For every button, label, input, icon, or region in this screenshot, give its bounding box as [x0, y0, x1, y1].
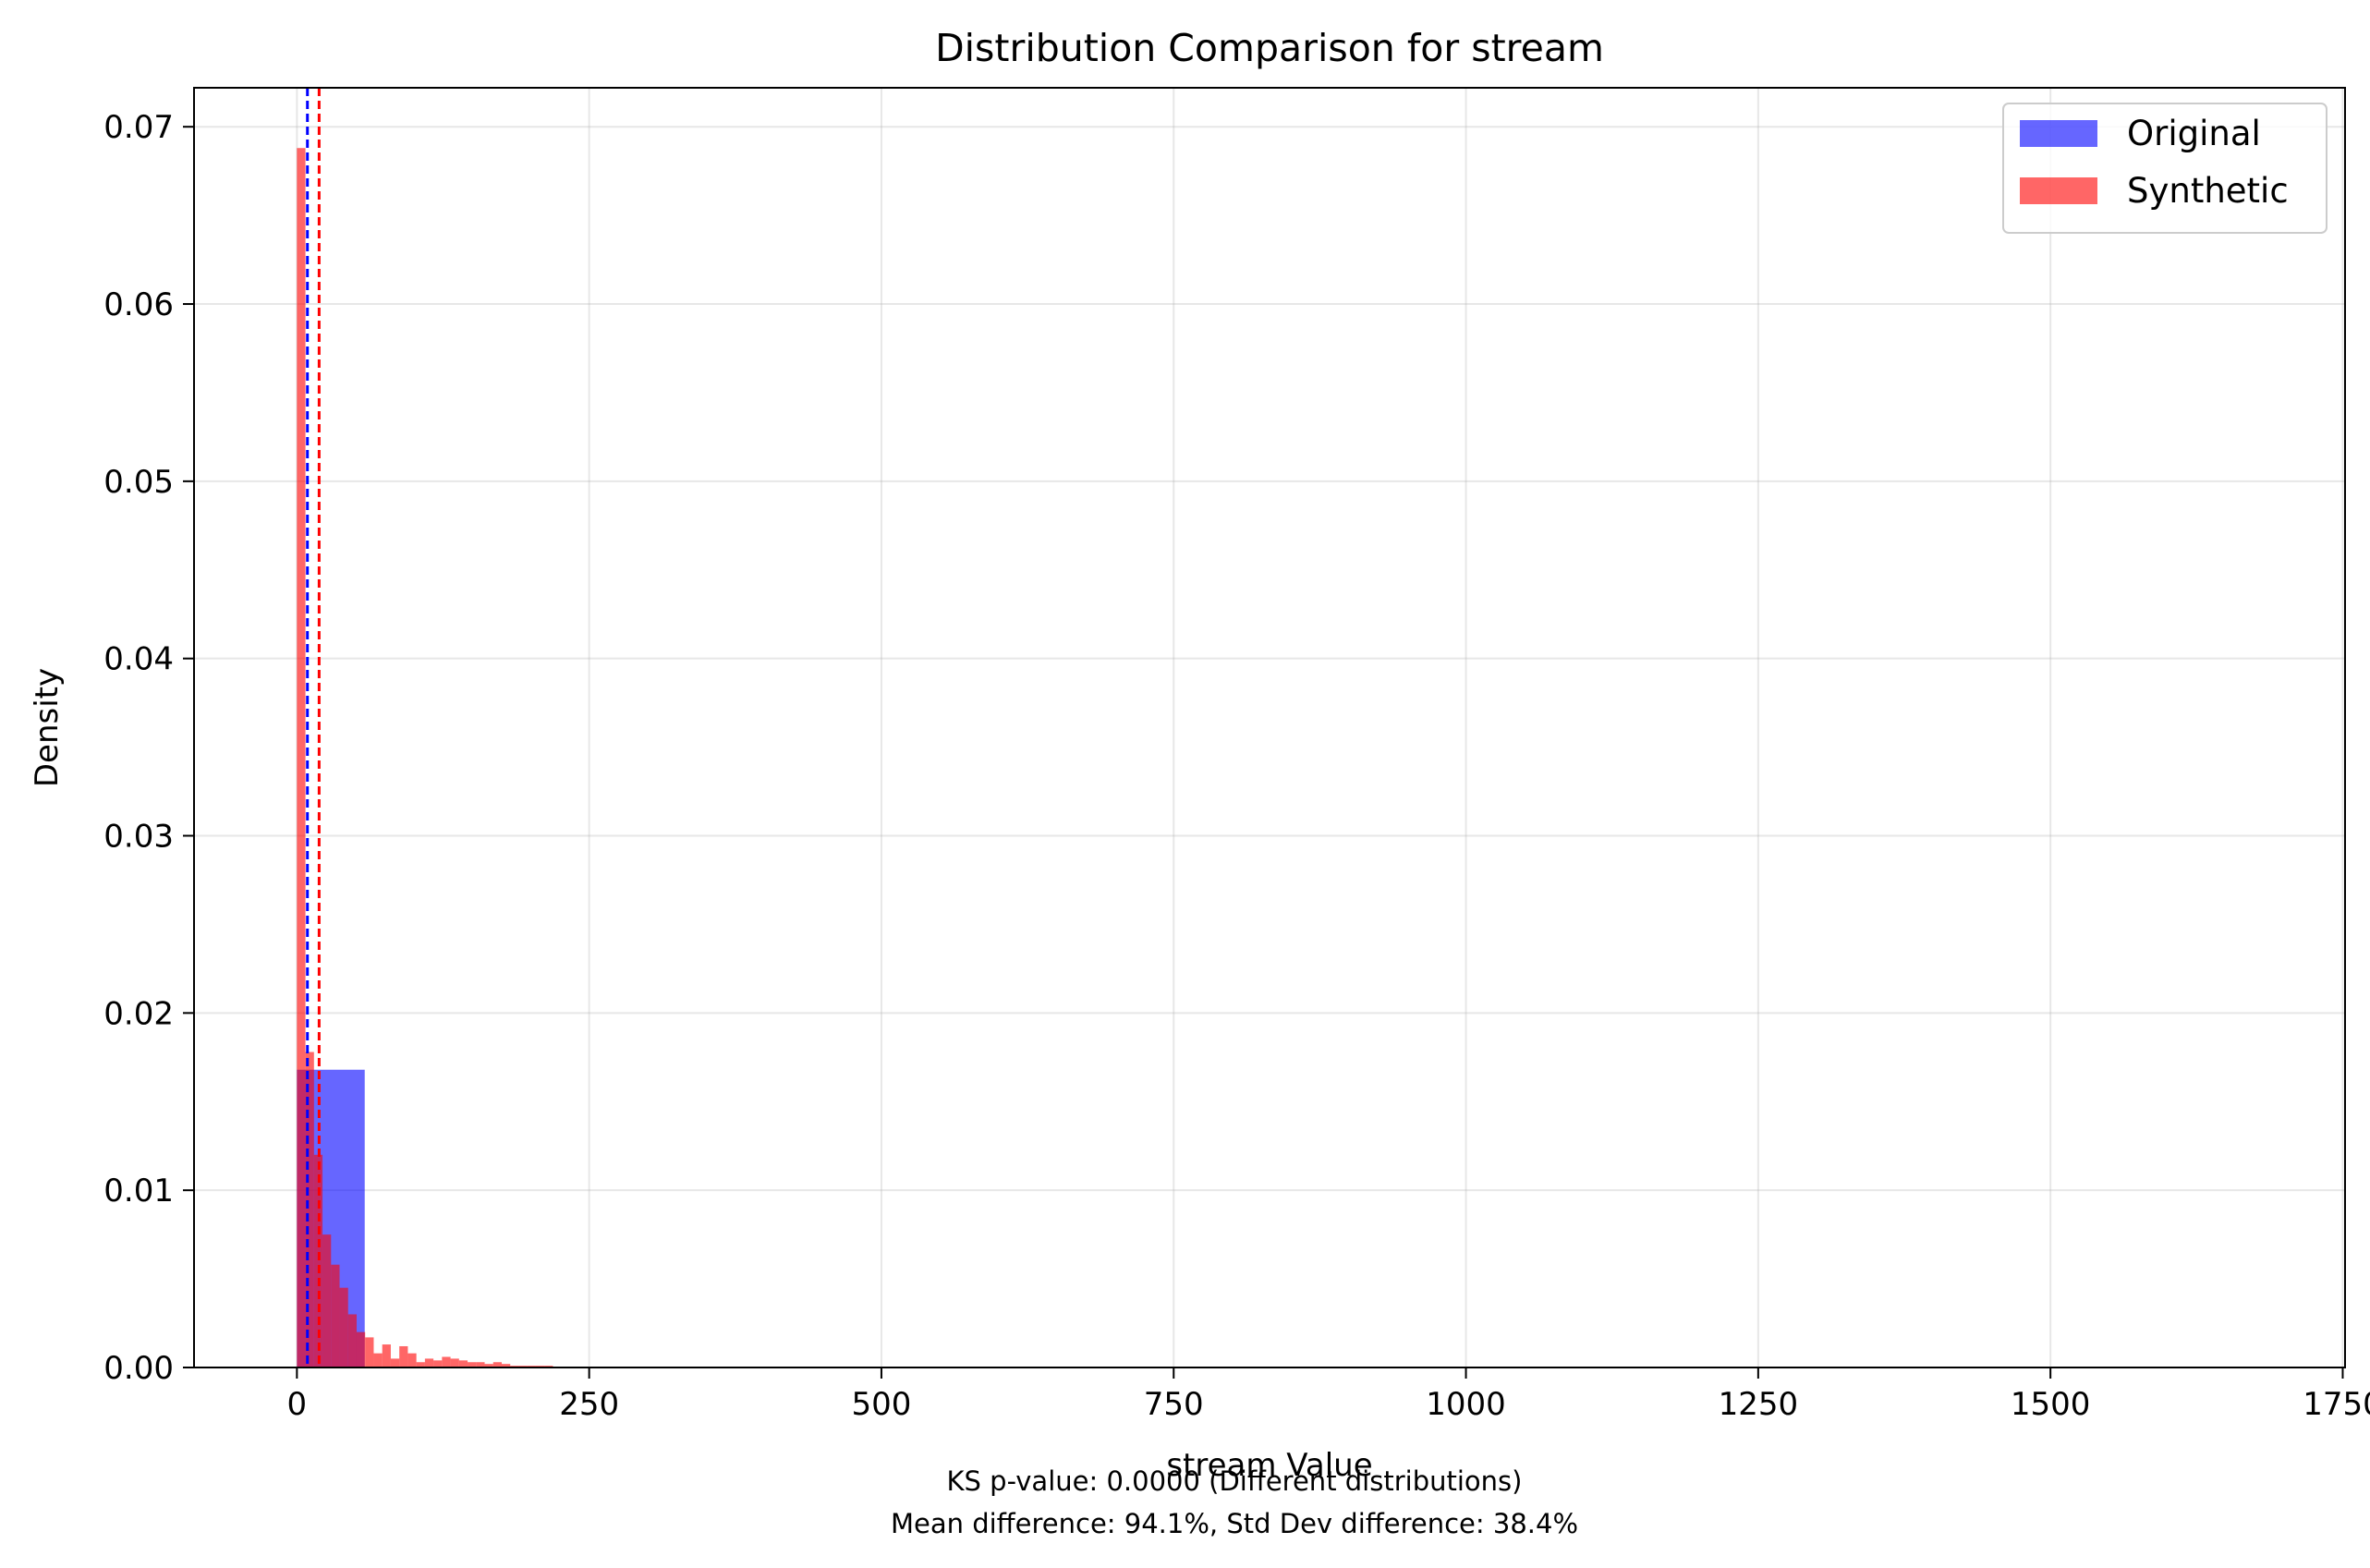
- histogram-bar: [356, 1331, 366, 1367]
- histogram-bar: [297, 148, 306, 1368]
- y-tick-label: 0.03: [103, 819, 174, 856]
- y-axis-title: Density: [29, 668, 66, 787]
- histogram-bar: [347, 1314, 357, 1367]
- x-tick-label: 250: [559, 1386, 619, 1423]
- histogram-bar: [468, 1362, 477, 1367]
- x-tick-label: 500: [851, 1386, 911, 1423]
- histogram-bar: [433, 1360, 443, 1367]
- histogram-bar: [313, 1154, 323, 1367]
- y-tick-label: 0.00: [103, 1350, 174, 1387]
- y-tick-label: 0.02: [103, 995, 174, 1032]
- y-tick-label: 0.07: [103, 109, 174, 146]
- legend-label-synthetic: Synthetic: [2127, 171, 2289, 211]
- histogram-bar: [442, 1356, 451, 1367]
- histogram-bar: [492, 1362, 503, 1367]
- x-tick-label: 1000: [1426, 1386, 1506, 1423]
- y-tick-label: 0.05: [103, 464, 174, 501]
- legend-label-original: Original: [2127, 114, 2261, 153]
- histogram-bar: [458, 1360, 468, 1367]
- histogram-bar: [424, 1358, 434, 1367]
- histogram-bar: [339, 1287, 348, 1367]
- histogram-bar: [484, 1364, 493, 1367]
- histogram-bar: [373, 1353, 383, 1367]
- legend: Original Synthetic: [2002, 103, 2327, 234]
- histogram-bar: [331, 1264, 340, 1367]
- mean-lines: [306, 88, 321, 1367]
- histogram-bars: [297, 148, 553, 1368]
- histogram-bar: [382, 1344, 391, 1367]
- histogram-bar: [416, 1362, 425, 1367]
- y-tick-label: 0.06: [103, 286, 174, 323]
- x-tick-label: 1250: [1719, 1386, 1799, 1423]
- histogram-bar: [399, 1345, 408, 1367]
- ks-pvalue-annotation: KS p-value: 0.0000 (Different distributi…: [947, 1465, 1523, 1497]
- histogram-bar: [476, 1362, 485, 1367]
- legend-swatch-synthetic: [2020, 177, 2097, 204]
- chart-title: Distribution Comparison for stream: [935, 26, 1604, 70]
- series-synthetic: [297, 148, 553, 1368]
- histogram-bar: [502, 1364, 511, 1367]
- x-tick-label: 0: [287, 1386, 308, 1423]
- difference-annotation: Mean difference: 94.1%, Std Dev differen…: [891, 1508, 1578, 1539]
- x-tick-label: 750: [1144, 1386, 1204, 1423]
- histogram-bar: [450, 1358, 459, 1367]
- histogram-bar: [305, 1051, 314, 1367]
- histogram-bar: [390, 1358, 400, 1367]
- histogram-bar: [365, 1337, 374, 1367]
- x-axis-title: stream Value: [1166, 1447, 1372, 1484]
- x-tick-label: 1500: [2011, 1386, 2091, 1423]
- plot-frame: [193, 87, 2346, 1368]
- y-tick-label: 0.04: [103, 641, 174, 678]
- histogram-bar: [407, 1353, 417, 1367]
- legend-swatch-original: [2020, 120, 2097, 147]
- histogram-bar: [322, 1234, 332, 1367]
- y-tick-label: 0.01: [103, 1173, 174, 1209]
